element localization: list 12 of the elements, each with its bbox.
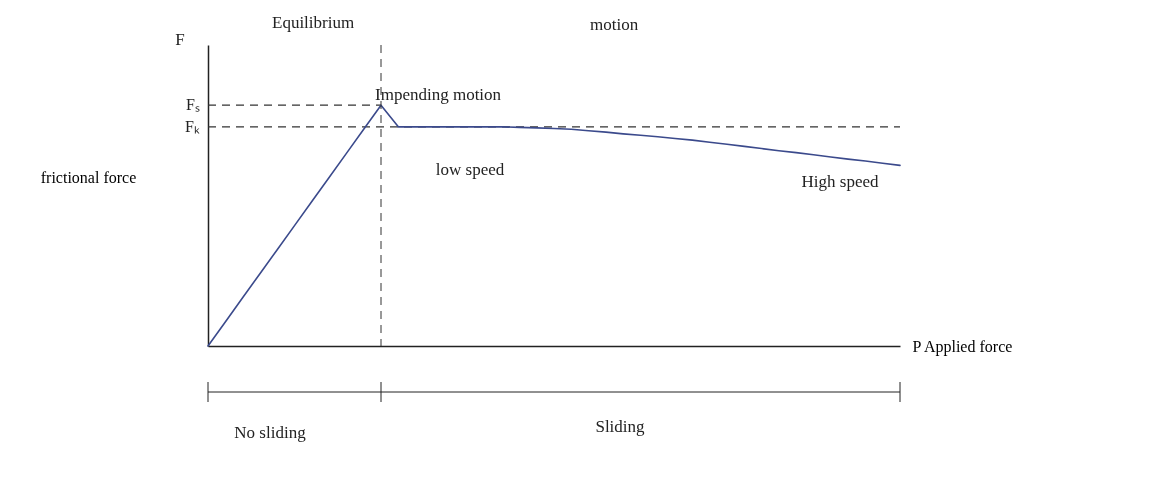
text: Equilibrium [272,13,355,32]
x-axis-title: P Applied force [912,337,1013,356]
ref-line-label: Fₛ [186,96,200,114]
ref-line-label: Fₖ [185,117,200,135]
text: Impending motion [375,85,502,104]
text: motion [590,15,639,34]
text: Sliding [595,417,646,436]
text: F [175,30,185,49]
annotation: High speed [801,172,879,191]
text: No sliding [234,423,307,442]
annotation: low speed [435,160,505,179]
y-axis-title: frictional force [40,168,137,186]
